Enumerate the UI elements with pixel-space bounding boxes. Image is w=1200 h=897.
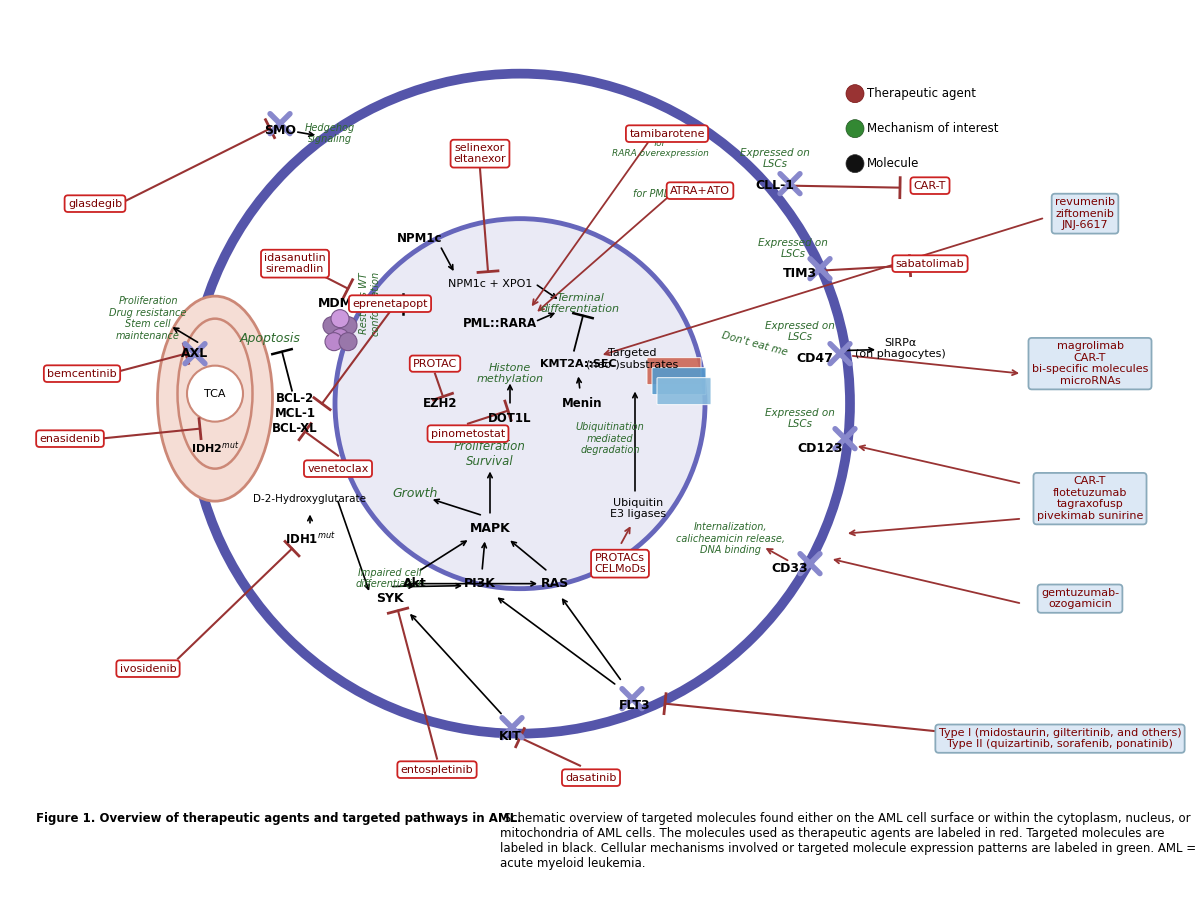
Text: SIRPα
(on phagocytes): SIRPα (on phagocytes) <box>854 338 946 360</box>
Text: SYK: SYK <box>376 592 404 605</box>
Ellipse shape <box>157 296 272 501</box>
Text: Ubiquitin
E3 ligases: Ubiquitin E3 ligases <box>610 498 666 519</box>
Text: eprenetapopt: eprenetapopt <box>353 299 427 309</box>
Text: Proliferation
Drug resistance
Stem cell
maintenance: Proliferation Drug resistance Stem cell … <box>109 296 187 341</box>
Text: Proliferation
Survival: Proliferation Survival <box>454 440 526 467</box>
Text: gemtuzumab-
ozogamicin: gemtuzumab- ozogamicin <box>1040 588 1120 609</box>
Text: SMO: SMO <box>264 124 296 137</box>
Circle shape <box>340 333 358 351</box>
Text: MDM2: MDM2 <box>318 297 362 310</box>
Text: IDH2$^{mut}$: IDH2$^{mut}$ <box>191 440 239 457</box>
FancyBboxPatch shape <box>658 378 710 405</box>
Text: CAR-T
flotetuzumab
tagraxofusp
pivekimab sunirine: CAR-T flotetuzumab tagraxofusp pivekimab… <box>1037 476 1144 521</box>
Circle shape <box>846 84 864 102</box>
Text: selinexor
eltanexor: selinexor eltanexor <box>454 143 506 164</box>
Text: p53: p53 <box>402 297 428 310</box>
FancyBboxPatch shape <box>652 368 706 395</box>
Text: PML::RARA: PML::RARA <box>463 318 538 330</box>
Text: AXL: AXL <box>181 347 209 361</box>
Text: Targeted
(neo-)substrates: Targeted (neo-)substrates <box>586 348 678 370</box>
Text: dasatinib: dasatinib <box>565 772 617 783</box>
Text: CLL-1: CLL-1 <box>756 179 794 192</box>
Circle shape <box>846 119 864 137</box>
Text: BCL-2
MCL-1
BCL-XL: BCL-2 MCL-1 BCL-XL <box>272 392 318 435</box>
Circle shape <box>331 309 349 327</box>
Text: Expressed on
LSCs: Expressed on LSCs <box>766 321 835 343</box>
Text: KIT: KIT <box>499 730 521 743</box>
Text: Expressed on
LSCs: Expressed on LSCs <box>766 408 835 430</box>
Text: ATRA+ATO: ATRA+ATO <box>670 186 730 196</box>
Text: PROTAC: PROTAC <box>413 359 457 369</box>
Circle shape <box>335 219 706 588</box>
Text: Expressed on
LSCs: Expressed on LSCs <box>740 148 810 170</box>
Text: pinometostat: pinometostat <box>431 429 505 439</box>
Text: Figure 1. Overview of therapeutic agents and targeted pathways in AML.: Figure 1. Overview of therapeutic agents… <box>36 812 522 824</box>
Text: glasdegib: glasdegib <box>68 198 122 209</box>
Text: IDH1$^{mut}$: IDH1$^{mut}$ <box>284 531 336 546</box>
Text: Type I (midostaurin, gilteritinib, and others)
Type II (quizartinib, sorafenib, : Type I (midostaurin, gilteritinib, and o… <box>938 727 1181 750</box>
Text: RAS: RAS <box>541 577 569 590</box>
Text: NPM1c: NPM1c <box>397 232 443 245</box>
Circle shape <box>331 328 349 346</box>
Text: CD123: CD123 <box>797 442 842 455</box>
Circle shape <box>340 317 358 335</box>
Text: NPM1c + XPO1: NPM1c + XPO1 <box>448 279 532 289</box>
Text: CAR-T: CAR-T <box>914 180 946 191</box>
Circle shape <box>325 333 343 351</box>
Text: sabatolimab: sabatolimab <box>895 258 965 268</box>
Text: KMT2A::SEC: KMT2A::SEC <box>540 359 617 369</box>
Text: Growth: Growth <box>392 487 438 501</box>
Text: TCA: TCA <box>204 388 226 398</box>
Text: Internalization,
calicheamicin release,
DNA binding: Internalization, calicheamicin release, … <box>676 522 785 555</box>
Text: bemcentinib: bemcentinib <box>47 369 116 379</box>
Text: Therapeutic agent: Therapeutic agent <box>866 87 976 100</box>
Circle shape <box>323 317 341 335</box>
Text: Terminal
differentiation: Terminal differentiation <box>540 292 619 315</box>
Text: venetoclax: venetoclax <box>307 464 368 474</box>
Text: Schematic overview of targeted molecules found either on the AML cell surface or: Schematic overview of targeted molecules… <box>499 812 1196 870</box>
Text: magrolimab
CAR-T
bi-specific molecules
microRNAs: magrolimab CAR-T bi-specific molecules m… <box>1032 341 1148 386</box>
Text: entospletinib: entospletinib <box>401 764 473 775</box>
Text: PI3K: PI3K <box>464 577 496 590</box>
Circle shape <box>187 366 242 422</box>
Text: Histone
methylation: Histone methylation <box>476 363 544 385</box>
Text: DOT1L: DOT1L <box>488 412 532 425</box>
Text: D-2-Hydroxyglutarate: D-2-Hydroxyglutarate <box>253 493 366 503</box>
Text: Ubiquitination
mediated
degradation: Ubiquitination mediated degradation <box>576 422 644 456</box>
Text: Expressed on
LSCs: Expressed on LSCs <box>758 238 828 259</box>
Text: tamibarotene: tamibarotene <box>629 128 704 139</box>
Text: Don't eat me: Don't eat me <box>721 330 790 357</box>
Text: Impaired cell
differentiation: Impaired cell differentiation <box>355 568 425 589</box>
Text: Akt: Akt <box>403 577 427 590</box>
Text: Menin: Menin <box>562 397 602 410</box>
Circle shape <box>846 154 864 172</box>
Text: Restores WT
conformation: Restores WT conformation <box>359 271 380 336</box>
FancyBboxPatch shape <box>647 358 701 385</box>
Text: revumenib
ziftomenib
JNJ-6617: revumenib ziftomenib JNJ-6617 <box>1055 197 1115 231</box>
Text: PROTACs
CELMoDs: PROTACs CELMoDs <box>594 553 646 574</box>
Text: ivosidenib: ivosidenib <box>120 664 176 674</box>
Text: Molecule: Molecule <box>866 157 919 170</box>
Text: Apoptosis: Apoptosis <box>240 332 300 345</box>
Text: for
RARA overexpression: for RARA overexpression <box>612 139 708 159</box>
Text: enasidenib: enasidenib <box>40 433 101 444</box>
Text: EZH2: EZH2 <box>422 397 457 410</box>
Text: Hedgehog
signaling: Hedgehog signaling <box>305 123 355 144</box>
Text: CD33: CD33 <box>772 562 809 575</box>
Text: TIM3: TIM3 <box>782 267 817 280</box>
Text: Mechanism of interest: Mechanism of interest <box>866 122 998 135</box>
Text: for PML::RARA: for PML::RARA <box>634 188 703 198</box>
Text: CD47: CD47 <box>797 353 834 365</box>
Text: FLT3: FLT3 <box>619 699 650 712</box>
Text: MAPK: MAPK <box>469 522 510 536</box>
Text: idasanutlin
siremadlin: idasanutlin siremadlin <box>264 253 326 274</box>
